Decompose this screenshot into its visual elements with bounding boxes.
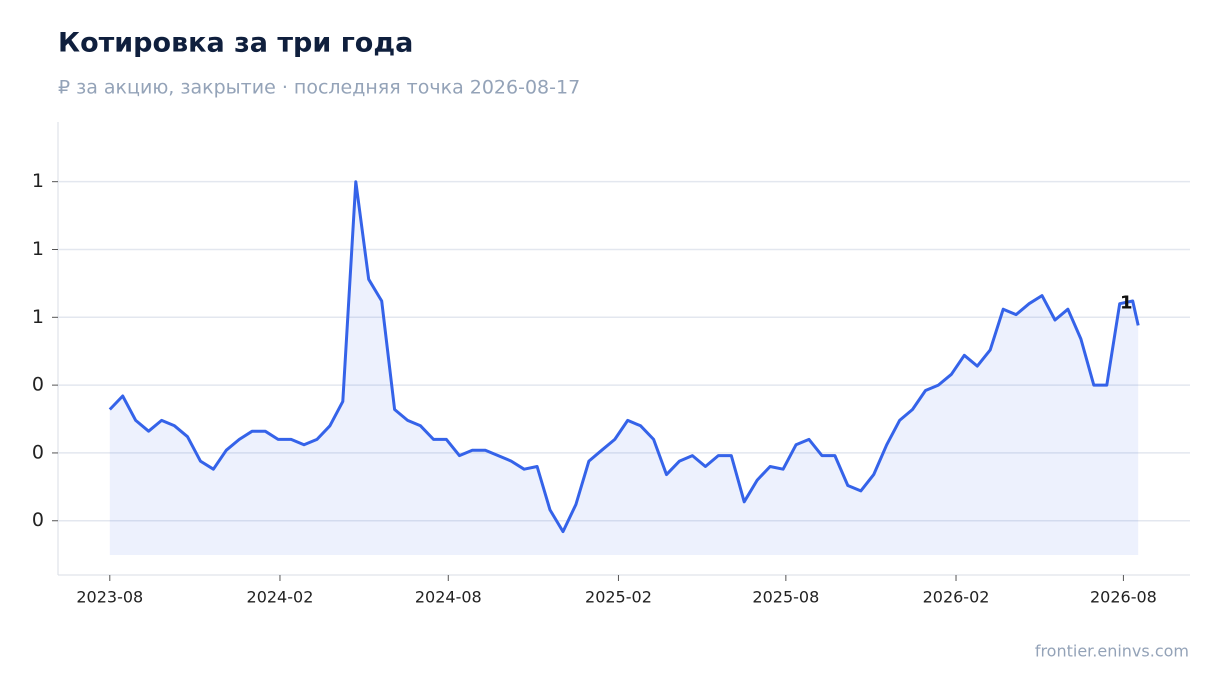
y-tick-label: 0	[32, 441, 44, 463]
y-tick-label: 0	[32, 509, 44, 531]
y-tick-label: 1	[32, 238, 44, 260]
last-label: 1	[1120, 292, 1133, 313]
chart-title: Котировка за три года	[58, 28, 413, 59]
line	[108, 180, 1140, 534]
area	[109, 181, 1139, 555]
y-tick-label: 1	[32, 170, 44, 192]
x-tick-label: 2026-02	[923, 588, 990, 607]
x-tick-label: 2026-08	[1090, 588, 1157, 607]
x-tick-label: 2023-08	[76, 588, 143, 607]
chart-subtitle: ₽ за акцию, закрытие · последняя точка 2…	[58, 77, 580, 99]
x-tick-label: 2025-02	[585, 588, 652, 607]
x-tick-label: 2024-08	[415, 588, 482, 607]
y-tick-label: 1	[32, 306, 44, 328]
source: frontier.eninvs.com	[1035, 642, 1189, 661]
y-tick-label: 0	[32, 374, 44, 396]
x-tick-label: 2025-08	[752, 588, 819, 607]
x-tick-label: 2024-02	[247, 588, 314, 607]
